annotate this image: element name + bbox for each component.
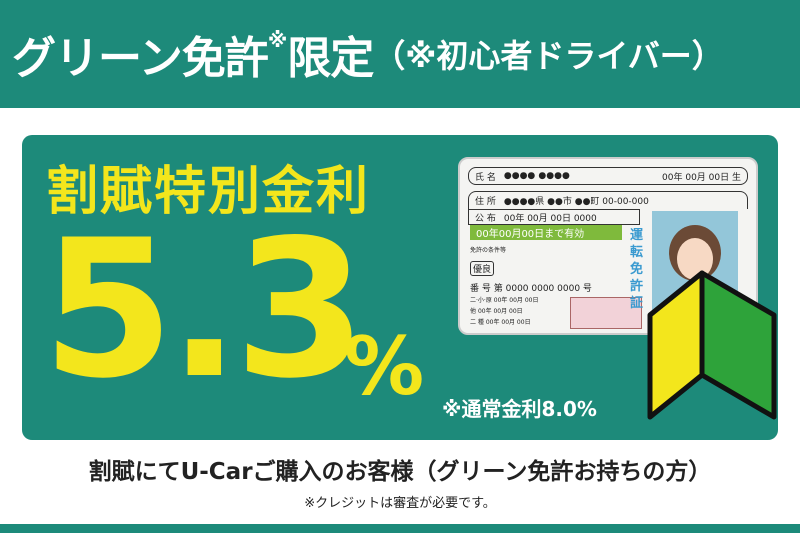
date: 00年 00月 00日	[485, 319, 531, 326]
grade: 優良	[470, 261, 495, 276]
license-number: 第 0000 0000 0000 号	[493, 284, 592, 294]
header-banner: グリーン免許 ※ 限定 （※初心者ドライバー）	[0, 0, 800, 108]
date-label: 二·小·原	[470, 297, 492, 304]
addr-label: 住 所	[475, 197, 496, 207]
stamp-grid	[570, 297, 642, 329]
date: 00年 00月 00日	[493, 297, 539, 304]
rate-value: 5.3	[42, 199, 367, 420]
target-customers: 割賦にてU-Carご購入のお客様（グリーン免許お持ちの方）	[88, 459, 712, 485]
date-label: 二 種	[470, 319, 484, 326]
condition-label: 免許の条件等	[470, 247, 507, 254]
date: 00年 00月 00日	[477, 308, 523, 315]
birth: 00年 00月 00日 生	[662, 172, 741, 183]
rate-label: 割賦特別金利	[46, 162, 371, 222]
header-subtitle: （※初心者ドライバー）	[373, 37, 724, 75]
header-title-2: 限定	[287, 33, 374, 84]
issue-label: 公 布	[475, 213, 496, 224]
license-title: 運転免許証	[630, 228, 644, 311]
normal-rate: ※通常金利8.0%	[442, 397, 597, 421]
header-title: グリーン免許	[12, 33, 269, 84]
beginner-driver-mark-icon	[647, 270, 777, 420]
rate-unit: %	[344, 320, 425, 413]
name: ●●●● ●●●●	[503, 171, 570, 181]
addr: ●●●●県 ●●市 ●●町 00-00-000	[503, 197, 649, 207]
bottom-bar	[0, 524, 800, 533]
date-label: 他	[470, 308, 477, 315]
header-mark: ※	[267, 28, 288, 52]
name-label: 氏 名	[475, 172, 496, 183]
issue: 00年 00月 00日 0000	[503, 213, 597, 224]
credit-note: ※クレジットは審査が必要です。	[304, 496, 496, 511]
rate-card: 割賦特別金利 5.3 % ※通常金利8.0% 氏 名 ●●●● ●●●● 00年 0…	[22, 135, 778, 440]
num-label: 番 号	[470, 284, 491, 294]
valid-until: 00年00月00日まで有効	[470, 225, 622, 240]
driver-license-illustration: 氏 名 ●●●● ●●●● 00年 00月 00日 生 住 所 ●●●●県 ●●市 ●…	[458, 157, 758, 335]
